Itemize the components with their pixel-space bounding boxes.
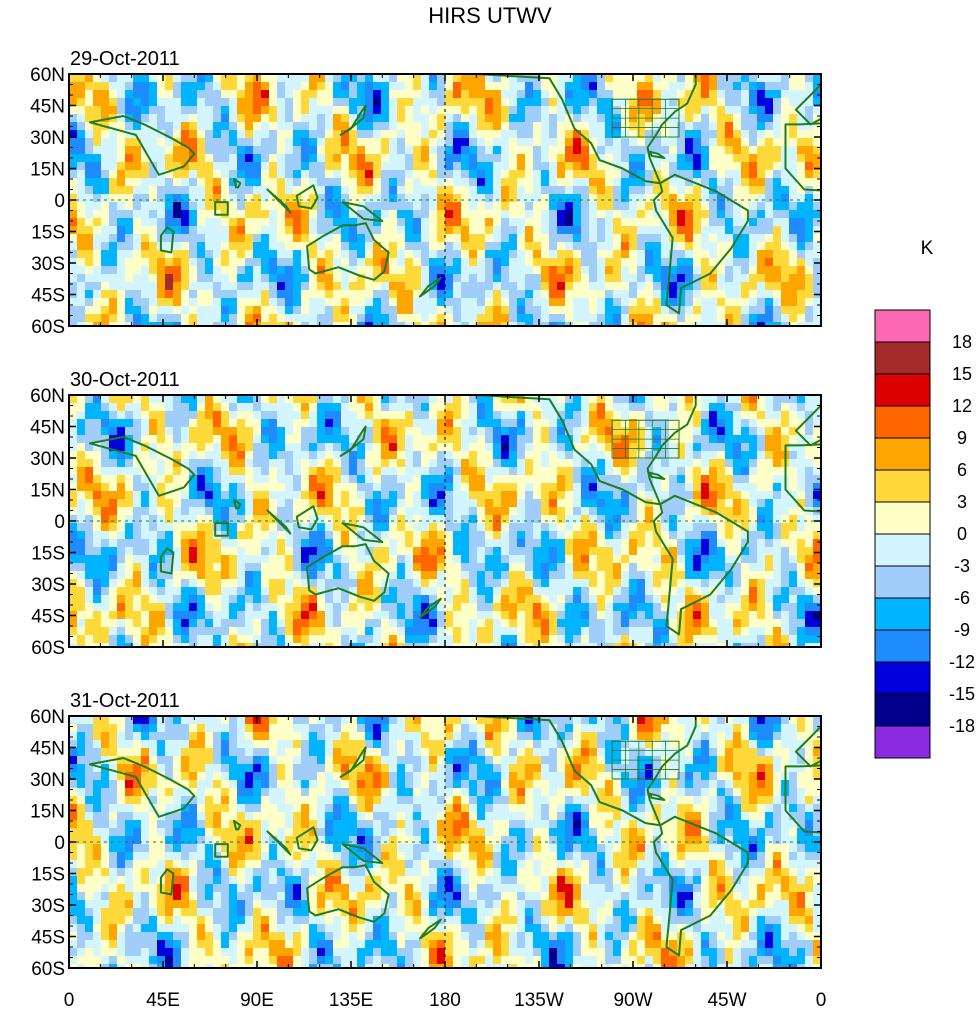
colorbar-swatch <box>874 309 931 343</box>
y-tick-label: 15N <box>30 160 65 181</box>
colorbar-swatch <box>874 661 931 695</box>
y-tick-label: 0 <box>54 191 65 212</box>
y-tick-label: 30N <box>30 770 65 791</box>
panel-date-label: 30-Oct-2011 <box>70 369 180 391</box>
colorbar-swatch <box>874 565 931 599</box>
x-tick-label: 45W <box>707 990 746 1011</box>
units-label: K <box>921 238 934 259</box>
coastlines <box>88 74 821 315</box>
colorbar-label: -18 <box>949 716 975 736</box>
x-tick-label: 180 <box>429 990 461 1011</box>
x-tick-label: 135E <box>329 990 373 1011</box>
y-tick-label: 45S <box>31 286 65 307</box>
y-tick-label: 30S <box>31 575 65 596</box>
y-tick-label: 45S <box>31 607 65 628</box>
y-tick-label: 30N <box>30 449 65 470</box>
panel-date-label: 29-Oct-2011 <box>70 48 180 70</box>
y-tick-label: 15S <box>31 223 65 244</box>
colorbar-swatch <box>874 725 931 759</box>
y-tick-label: 60N <box>30 386 65 407</box>
y-tick-label: 0 <box>54 512 65 533</box>
panel-date-label: 31-Oct-2011 <box>70 690 180 712</box>
colorbar-swatch <box>874 597 931 631</box>
y-tick-label: 15S <box>31 544 65 565</box>
y-tick-label: 45N <box>30 418 65 439</box>
y-tick-label: 30S <box>31 254 65 275</box>
colorbar-label: -12 <box>949 652 975 672</box>
colorbar-label: 0 <box>957 524 967 544</box>
colorbar-label: -6 <box>954 588 970 608</box>
coastlines <box>88 395 821 636</box>
colorbar-label: 12 <box>952 396 972 416</box>
colorbar-swatch <box>874 405 931 439</box>
colorbar-swatch <box>874 533 931 567</box>
colorbar-swatch <box>874 501 931 535</box>
x-tick-label: 135W <box>514 990 564 1011</box>
x-tick-label: 90E <box>240 990 274 1011</box>
colorbar-label: -9 <box>954 620 970 640</box>
colorbar-swatch <box>874 373 931 407</box>
y-tick-label: 15N <box>30 481 65 502</box>
y-tick-label: 30N <box>30 128 65 149</box>
x-tick-label: 45E <box>146 990 180 1011</box>
y-tick-label: 60S <box>31 317 65 338</box>
x-tick-label: 90W <box>613 990 652 1011</box>
colorbar-label: -3 <box>954 556 970 576</box>
coastlines <box>88 716 821 957</box>
colorbar: 18 15 12 9 6 3 0 -3 -6 -9 -12 -15 -18 <box>874 309 975 759</box>
colorbar-swatch <box>874 437 931 471</box>
y-tick-label: 15N <box>30 802 65 823</box>
x-axis: 0 45E 90E 135E 180 135W 90W 45W 0 <box>64 990 827 1011</box>
y-tick-label: 60S <box>31 959 65 980</box>
x-tick-label: 0 <box>64 990 75 1011</box>
y-tick-label: 30S <box>31 896 65 917</box>
y-tick-label: 60N <box>30 65 65 86</box>
colorbar-label: -15 <box>949 684 975 704</box>
chart-title: HIRS UTWV <box>428 3 552 28</box>
colorbar-label: 15 <box>952 364 972 384</box>
y-tick-label: 0 <box>54 833 65 854</box>
colorbar-label: 18 <box>952 332 972 352</box>
y-tick-label: 45S <box>31 928 65 949</box>
colorbar-label: 3 <box>957 492 967 512</box>
y-tick-label: 15S <box>31 865 65 886</box>
colorbar-swatch <box>874 341 931 375</box>
y-tick-label: 60S <box>31 638 65 659</box>
colorbar-label: 6 <box>957 460 967 480</box>
y-tick-label: 60N <box>30 707 65 728</box>
y-tick-label: 45N <box>30 97 65 118</box>
colorbar-swatch <box>874 629 931 663</box>
colorbar-swatch <box>874 469 931 503</box>
panels: 29-Oct-201160N45N30N15N015S30S45S60S30-O… <box>30 48 822 980</box>
x-tick-label: 0 <box>816 990 827 1011</box>
y-tick-label: 45N <box>30 739 65 760</box>
colorbar-label: 9 <box>957 428 967 448</box>
colorbar-swatch <box>874 693 931 727</box>
anomaly-field <box>69 395 821 647</box>
